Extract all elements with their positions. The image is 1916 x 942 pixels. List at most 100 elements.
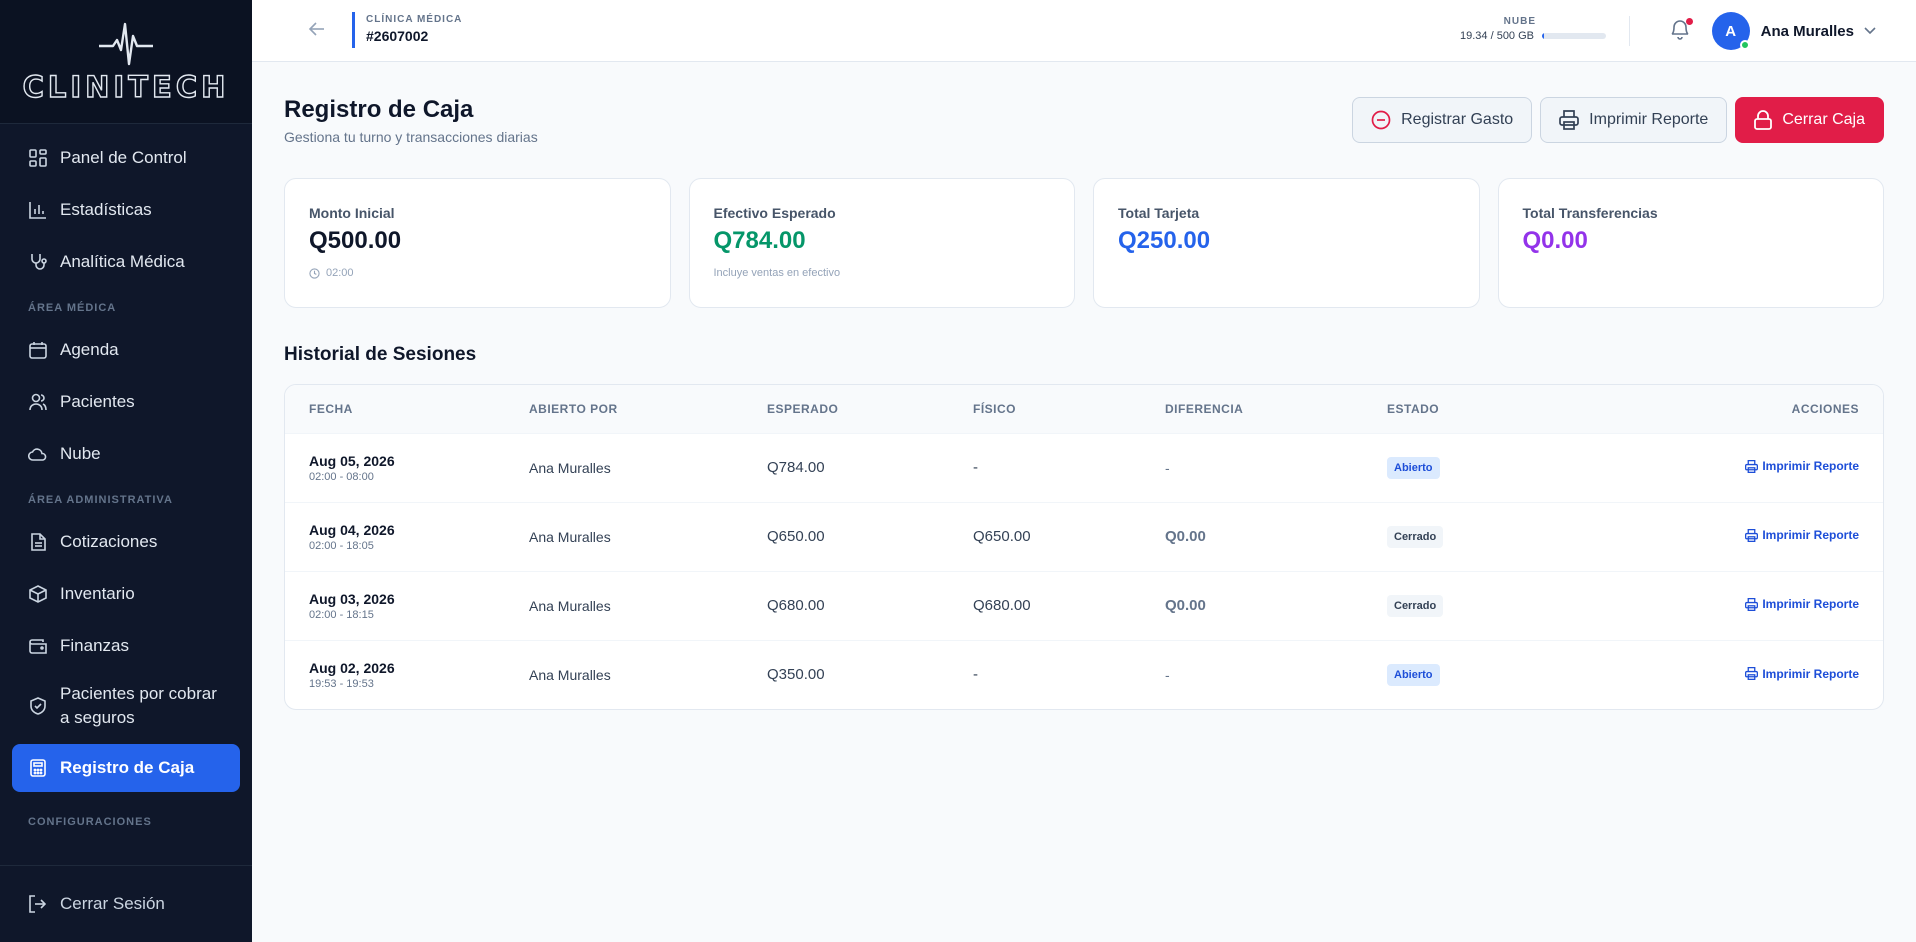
close-register-label: Cerrar Caja xyxy=(1782,111,1865,128)
cell-status: Abierto xyxy=(1387,432,1607,502)
status-badge: Cerrado xyxy=(1387,594,1444,617)
card-value: Q0.00 xyxy=(1522,227,1588,254)
summary-cards: Monto Inicial Q500.00 02:00 Efectivo Esp… xyxy=(284,178,1884,308)
print-report-link-label: Imprimir Reporte xyxy=(1762,459,1859,474)
cell-expected: Q650.00 xyxy=(767,501,973,571)
cell-physical: Q650.00 xyxy=(973,501,1165,571)
card-value: Q500.00 xyxy=(309,227,402,254)
cell-actions: Imprimir Reporte xyxy=(1607,639,1883,709)
sidebar-item-label: Agenda xyxy=(60,340,119,359)
print-report-link[interactable]: Imprimir Reporte xyxy=(1745,667,1859,681)
clinic-info: CLÍNICA MÉDICA #2607002 xyxy=(352,12,462,48)
print-report-link[interactable]: Imprimir Reporte xyxy=(1745,528,1859,542)
logout-label: Cerrar Sesión xyxy=(60,894,165,913)
online-status-dot xyxy=(1739,40,1750,50)
cell-actions: Imprimir Reporte xyxy=(1607,501,1883,571)
sidebar-item-registro-de-caja[interactable]: Registro de Caja xyxy=(12,744,240,792)
cloud-usage-fill xyxy=(1542,33,1545,39)
cell-status: Cerrado xyxy=(1387,501,1607,571)
cell-actions: Imprimir Reporte xyxy=(1607,570,1883,640)
print-report-link[interactable]: Imprimir Reporte xyxy=(1745,597,1859,611)
logout-button[interactable]: Cerrar Sesión xyxy=(0,865,252,942)
column-header: ABIERTO POR xyxy=(529,385,767,434)
cloud-icon xyxy=(28,444,48,464)
status-badge: Abierto xyxy=(1387,663,1440,686)
notifications-bell-icon[interactable] xyxy=(1670,18,1694,42)
session-date: Aug 02, 2026 xyxy=(309,659,395,676)
user-menu[interactable]: A Ana Muralles xyxy=(1711,12,1876,50)
cloud-usage-bar xyxy=(1542,33,1606,39)
back-arrow-icon[interactable] xyxy=(308,20,330,42)
cloud-label: NUBE xyxy=(1503,16,1536,27)
print-report-button[interactable]: Imprimir Reporte xyxy=(1540,97,1728,143)
close-register-button[interactable]: Cerrar Caja xyxy=(1735,97,1884,143)
wallet-icon xyxy=(28,636,48,656)
sidebar-item-agenda[interactable]: Agenda xyxy=(0,324,252,376)
sidebar-item-pacientes[interactable]: Pacientes xyxy=(0,376,252,428)
section-label-config: CONFIGURACIONES xyxy=(28,816,152,828)
column-header: ACCIONES xyxy=(1607,385,1883,434)
section-label-admin: ÁREA ADMINISTRATIVA xyxy=(28,494,173,506)
user-name: Ana Muralles xyxy=(1760,22,1854,40)
session-time: 19:53 - 19:53 xyxy=(309,677,374,690)
session-time: 02:00 - 08:00 xyxy=(309,470,374,483)
stethoscope-icon xyxy=(28,252,48,272)
heartbeat-icon xyxy=(99,22,153,65)
page-title: Registro de Caja xyxy=(284,96,474,123)
table-row: Aug 04, 2026 02:00 - 18:05 Ana Muralles Q… xyxy=(285,501,1883,571)
cell-opened-by: Ana Muralles xyxy=(529,639,767,709)
sidebar-item-nube[interactable]: Nube xyxy=(0,428,252,480)
session-date: Aug 05, 2026 xyxy=(309,452,395,469)
sidebar-item-pacientes-por-cobrar[interactable]: Pacientes por cobrar a seguros xyxy=(0,672,252,740)
card-note-text: 02:00 xyxy=(326,267,354,279)
cell-physical: - xyxy=(973,639,1165,709)
print-report-link[interactable]: Imprimir Reporte xyxy=(1745,459,1859,473)
sidebar-item-label: Panel de Control xyxy=(60,148,187,167)
minus-circle-icon xyxy=(1371,110,1391,130)
sidebar-item-finanzas[interactable]: Finanzas xyxy=(0,620,252,672)
cloud-storage: NUBE 19.34 / 500 GB xyxy=(1460,16,1606,42)
card-value: Q784.00 xyxy=(713,227,806,254)
bar-chart-icon xyxy=(28,200,48,220)
print-report-link-label: Imprimir Reporte xyxy=(1762,666,1859,681)
printer-icon xyxy=(1745,459,1759,473)
sidebar-item-estadisticas[interactable]: Estadísticas xyxy=(0,184,252,236)
printer-icon xyxy=(1559,110,1580,130)
print-report-link-label: Imprimir Reporte xyxy=(1762,528,1859,543)
chevron-down-icon xyxy=(1864,27,1876,35)
printer-icon xyxy=(1745,597,1759,611)
register-expense-label: Registrar Gasto xyxy=(1401,111,1514,128)
card-value: Q250.00 xyxy=(1118,227,1211,254)
session-date: Aug 03, 2026 xyxy=(309,590,395,607)
section-label-medical: ÁREA MÉDICA xyxy=(28,302,117,314)
lock-icon xyxy=(1754,110,1773,130)
logout-icon xyxy=(28,895,48,913)
sidebar-item-label: Cotizaciones xyxy=(60,532,158,551)
register-expense-button[interactable]: Registrar Gasto xyxy=(1352,97,1533,143)
printer-icon xyxy=(1745,667,1759,680)
sidebar-item-cotizaciones[interactable]: Cotizaciones xyxy=(0,516,252,568)
card-total-card: Total Tarjeta Q250.00 xyxy=(1093,178,1480,308)
cell-expected: Q350.00 xyxy=(767,639,973,709)
sidebar-item-label: Registro de Caja xyxy=(60,758,195,777)
printer-icon xyxy=(1745,528,1759,542)
card-label: Monto Inicial xyxy=(309,205,395,221)
card-label: Total Tarjeta xyxy=(1118,205,1200,221)
brand-logo[interactable]: CLINITECH xyxy=(0,0,252,124)
cell-date: Aug 04, 2026 02:00 - 18:05 xyxy=(285,501,529,571)
column-header: FÍSICO xyxy=(973,385,1165,434)
card-initial-amount: Monto Inicial Q500.00 02:00 xyxy=(284,178,671,308)
sidebar-item-analitica-medica[interactable]: Analítica Médica xyxy=(0,236,252,288)
table-header-row: FECHA ABIERTO POR ESPERADO FÍSICO DIFERE… xyxy=(285,385,1883,434)
table-row: Aug 03, 2026 02:00 - 18:15 Ana Muralles Q… xyxy=(285,570,1883,640)
cell-difference: - xyxy=(1165,432,1387,502)
calendar-icon xyxy=(28,340,48,360)
cell-physical: - xyxy=(973,432,1165,502)
card-expected-cash: Efectivo Esperado Q784.00 Incluye ventas… xyxy=(688,178,1075,308)
sidebar-item-inventario[interactable]: Inventario xyxy=(0,568,252,620)
status-badge: Abierto xyxy=(1387,456,1440,479)
calculator-icon xyxy=(28,758,48,778)
sidebar-item-label: Analítica Médica xyxy=(60,252,185,271)
sidebar-item-panel-de-control[interactable]: Panel de Control xyxy=(0,132,252,184)
avatar: A xyxy=(1711,12,1750,50)
